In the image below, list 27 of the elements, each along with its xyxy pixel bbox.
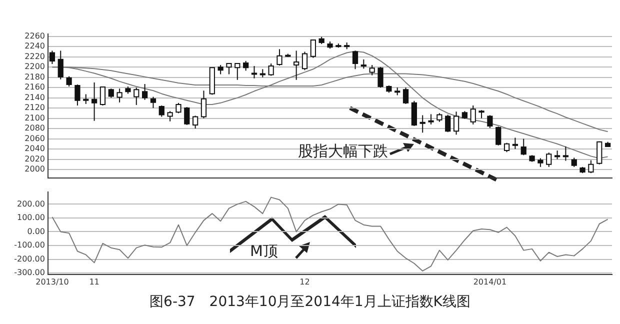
y-tick-label: 2140: [24, 92, 45, 102]
y-tick-label: 2020: [24, 154, 45, 164]
x-tick-label: 2014/01: [473, 277, 507, 286]
y-tick-label: 2080: [24, 124, 45, 133]
x-tick-label: 11: [89, 277, 100, 286]
y-tick-label: 2000: [24, 164, 45, 174]
caption: 图6-37 2013年10月至2014年1月上证指数K线图: [148, 293, 472, 311]
y-tick-label: 100.00: [17, 213, 45, 222]
annotation: M顶: [250, 242, 278, 260]
annotation: 股指大幅下跌: [298, 142, 388, 160]
x-tick-label: 2013/10: [36, 277, 69, 286]
y-tick-label: 2220: [24, 52, 45, 61]
y-tick-label: 2060: [24, 134, 45, 143]
y-tick-label: 2120: [24, 103, 45, 112]
y-tick-label: 2180: [24, 72, 45, 82]
y-tick-label: 2200: [24, 62, 45, 72]
y-tick-label: -300.00: [14, 268, 45, 278]
y-tick-label: 2240: [24, 42, 45, 51]
y-tick-label: 2160: [24, 82, 45, 92]
y-tick-label: 2040: [24, 144, 45, 154]
y-tick-label: 0.00: [27, 226, 45, 236]
y-tick-label: -100.00: [14, 240, 45, 250]
y-tick-label: -200.00: [14, 254, 45, 264]
x-tick-label: 12: [300, 277, 310, 286]
y-tick-label: 200.00: [17, 199, 45, 208]
y-tick-label: 2100: [24, 113, 45, 122]
y-tick-label: 2260: [24, 31, 45, 40]
